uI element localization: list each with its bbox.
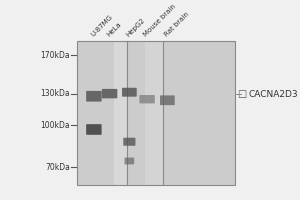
Text: Mouse brain: Mouse brain	[143, 3, 177, 38]
Bar	[77, 41, 235, 185]
Text: 70kDa: 70kDa	[45, 163, 70, 172]
Text: HeLa: HeLa	[105, 21, 122, 38]
Bar	[163, 41, 235, 185]
Text: CACNA2D3: CACNA2D3	[248, 90, 298, 99]
FancyBboxPatch shape	[140, 95, 155, 103]
FancyBboxPatch shape	[86, 124, 102, 135]
Bar	[77, 41, 114, 185]
Text: Rat brain: Rat brain	[163, 11, 190, 38]
FancyBboxPatch shape	[123, 138, 135, 146]
Bar	[145, 41, 163, 185]
FancyBboxPatch shape	[160, 95, 175, 105]
Text: 130kDa: 130kDa	[40, 89, 70, 98]
Bar	[127, 41, 145, 185]
Bar	[114, 41, 127, 185]
Text: 100kDa: 100kDa	[40, 121, 70, 130]
FancyBboxPatch shape	[86, 91, 102, 102]
FancyBboxPatch shape	[122, 88, 137, 97]
FancyBboxPatch shape	[124, 158, 134, 164]
Text: HepG2: HepG2	[125, 17, 146, 38]
Text: U-87MG: U-87MG	[90, 14, 114, 38]
FancyBboxPatch shape	[102, 89, 117, 98]
Text: □: □	[237, 89, 246, 99]
Text: 170kDa: 170kDa	[40, 51, 70, 60]
